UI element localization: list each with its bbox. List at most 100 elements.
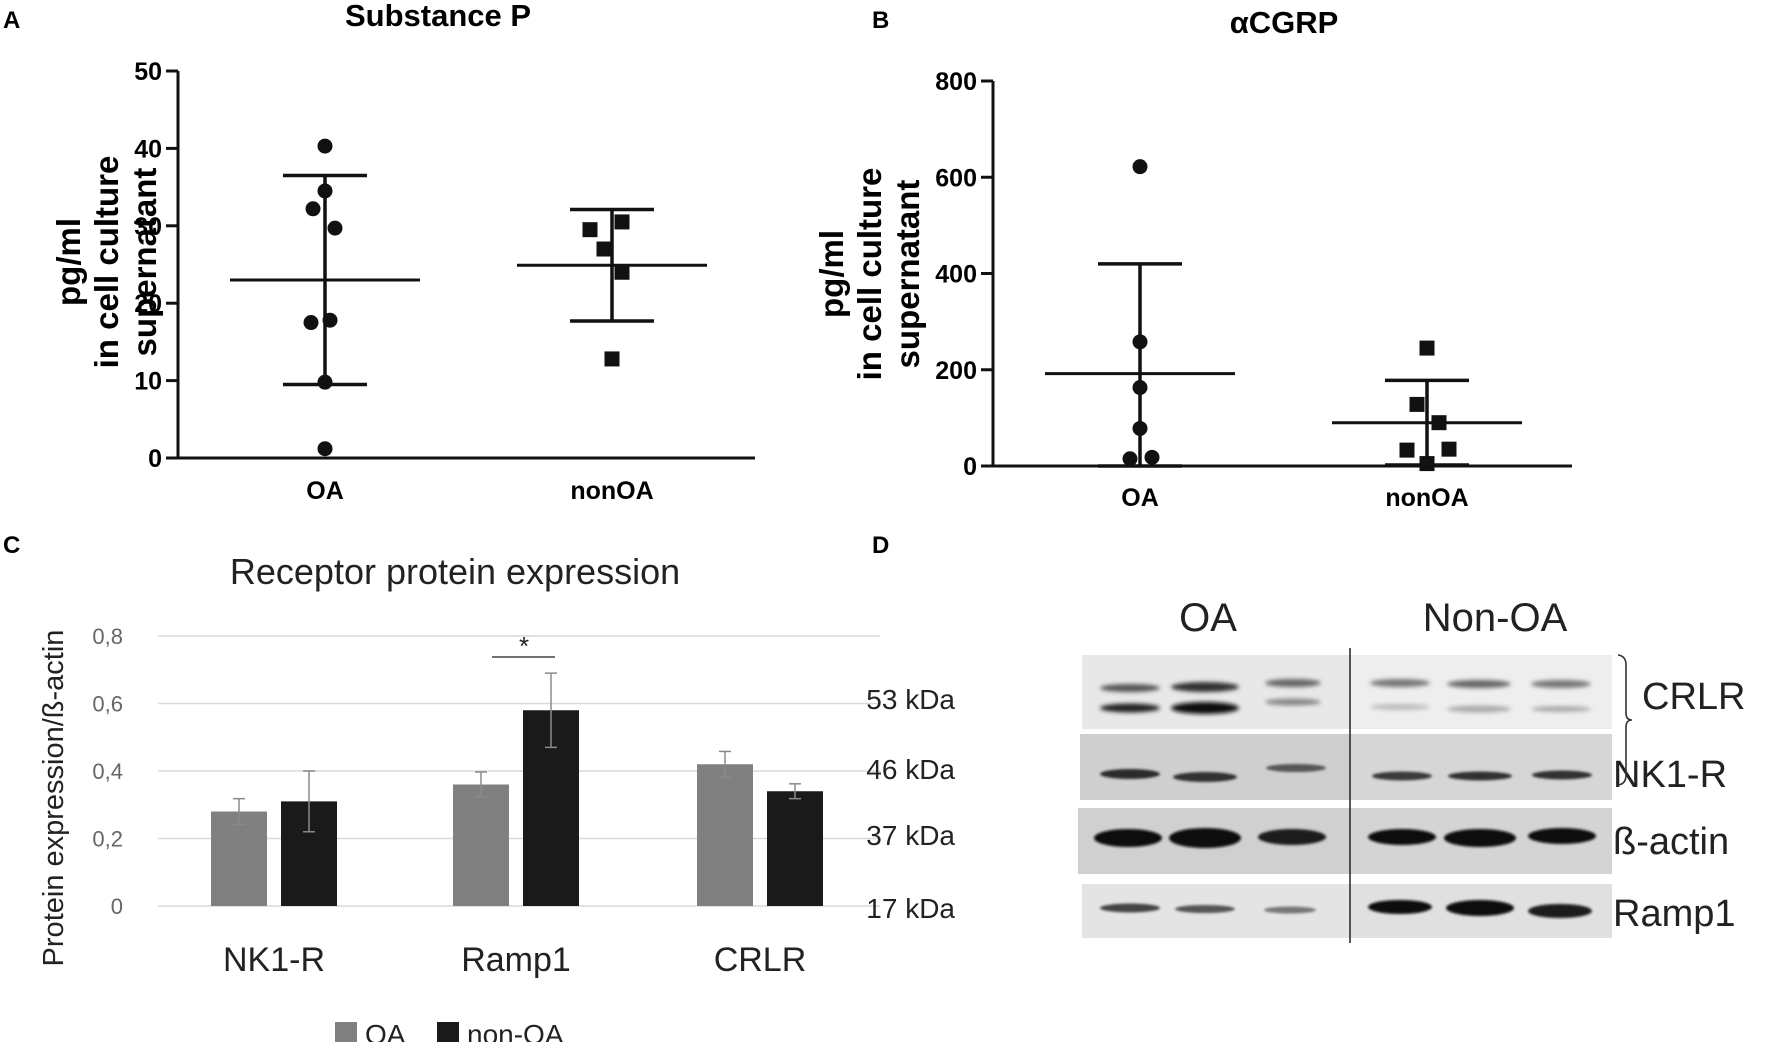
data-point — [1144, 449, 1160, 465]
panel-label-a: A — [3, 7, 20, 34]
y-label-line-2: in cell culture — [851, 168, 888, 381]
panel-d-western-blot: OA Non-OA 53 kDa 46 kDa 37 kDa 17 kDa CR… — [866, 596, 1745, 943]
category-label: NK1-R — [223, 941, 325, 979]
y-label-line-2: in cell culture — [88, 156, 125, 369]
data-point — [327, 220, 343, 236]
y-axis-label: Protein expression/ß-actin — [38, 630, 70, 967]
data-point — [1419, 456, 1435, 472]
y-axis-label: pg/ml in cell culture supernatant — [813, 168, 926, 381]
data-point — [317, 138, 333, 154]
blot-kda-label: 17 kDa — [866, 893, 955, 924]
panel-label-b: B — [872, 7, 889, 34]
panel-label-d: D — [872, 532, 889, 559]
significance-star: * — [519, 631, 529, 661]
data-point — [582, 222, 598, 238]
blot-kda-label: 37 kDa — [866, 820, 955, 851]
x-label-nonoa: nonOA — [570, 477, 653, 505]
panel-a-substance-p-chart: Substance P pg/ml in cell culture supern… — [50, 0, 755, 505]
crlr-bracket — [1617, 654, 1633, 786]
panel-b-acgrp-chart: αCGRP pg/ml in cell culture supernatant … — [813, 5, 1572, 512]
y-label-line-3: supernatant — [889, 180, 926, 369]
y-tick-label: 10 — [134, 368, 162, 396]
data-point — [1419, 340, 1435, 356]
y-tick-label: 30 — [134, 213, 162, 241]
data-point — [604, 351, 620, 367]
blot-protein-label: ß-actin — [1613, 821, 1729, 863]
panel-label-c: C — [3, 532, 20, 559]
y-label-line-1: pg/ml — [50, 218, 87, 306]
y-tick-label: 0,6 — [92, 692, 123, 717]
blot-group-label-oa: OA — [1179, 596, 1237, 640]
legend-swatch-oa — [335, 1022, 357, 1042]
legend-label-oa: OA — [365, 1019, 406, 1042]
data-point — [1132, 159, 1148, 175]
data-point — [317, 374, 333, 390]
y-tick-label: 40 — [134, 135, 162, 163]
data-point — [317, 183, 333, 199]
data-point — [1431, 415, 1447, 431]
y-ticks: 0 200 400 600 800 — [935, 68, 993, 481]
category-label: Ramp1 — [461, 941, 571, 979]
y-ticks: 0 10 20 30 40 50 — [134, 58, 178, 473]
category-labels: NK1-R Ramp1 CRLR — [223, 941, 806, 979]
data-point — [1409, 396, 1425, 412]
data-point — [1132, 420, 1148, 436]
x-label-oa: OA — [306, 477, 344, 505]
data-point — [1399, 442, 1415, 458]
blot-strip-nk1r — [1080, 734, 1612, 800]
error-bar-nonoa — [1332, 378, 1522, 467]
gridlines-and-ticks: 0 0,2 0,4 0,6 0,8 — [92, 624, 880, 919]
data-point — [317, 441, 333, 457]
error-bar-nonoa — [517, 207, 707, 323]
legend-swatch-non-oa — [437, 1022, 459, 1042]
chart-title: Receptor protein expression — [230, 551, 680, 592]
panel-c-receptor-bar-chart: Receptor protein expression Protein expr… — [38, 551, 880, 1042]
y-tick-label: 50 — [134, 58, 162, 86]
x-label-oa: OA — [1121, 484, 1159, 512]
legend-label-non-oa: non-OA — [467, 1019, 564, 1042]
data-point — [305, 201, 321, 217]
data-marks — [230, 138, 707, 457]
y-tick-label: 400 — [935, 261, 977, 289]
blot-kda-label: 46 kDa — [866, 754, 955, 785]
y-tick-label: 20 — [134, 290, 162, 318]
y-label-line-3: supernatant — [126, 168, 163, 357]
error-bar-oa — [230, 173, 420, 387]
data-point — [1132, 334, 1148, 350]
blot-group-label-non-oa: Non-OA — [1423, 596, 1568, 640]
y-tick-label: 800 — [935, 68, 977, 96]
y-tick-label: 0 — [148, 445, 162, 473]
blot-strip-crlr — [1082, 655, 1612, 729]
data-point — [1441, 441, 1457, 457]
blot-protein-label: Ramp1 — [1613, 893, 1736, 935]
category-label: CRLR — [714, 941, 807, 979]
data-marks — [1045, 159, 1522, 472]
y-axis-label: pg/ml in cell culture supernatant — [50, 156, 163, 369]
bar-non-oa-crlr — [767, 791, 823, 906]
data-point — [596, 241, 612, 257]
bar-oa-ramp1 — [453, 784, 509, 906]
data-point — [614, 214, 630, 230]
y-tick-label: 0 — [963, 453, 977, 481]
bar-oa-crlr — [697, 764, 753, 906]
chart-title: αCGRP — [1230, 5, 1339, 40]
blot-kda-label: 53 kDa — [866, 684, 955, 715]
data-point — [1132, 380, 1148, 396]
data-point — [614, 264, 630, 280]
chart-title: Substance P — [345, 0, 531, 33]
blot-strip-ramp1 — [1082, 884, 1612, 938]
y-tick-label: 0,2 — [92, 827, 123, 852]
y-tick-label: 0 — [111, 894, 123, 919]
y-tick-label: 200 — [935, 357, 977, 385]
y-tick-label: 600 — [935, 164, 977, 192]
data-point — [1122, 451, 1138, 467]
y-tick-label: 0,8 — [92, 624, 123, 649]
bars — [211, 672, 823, 906]
data-point — [322, 312, 338, 328]
legend: OA non-OA — [335, 1019, 564, 1042]
y-tick-label: 0,4 — [92, 759, 123, 784]
blot-strip-b-actin — [1078, 808, 1612, 874]
blot-protein-label: CRLR — [1642, 676, 1745, 718]
y-label-line-1: pg/ml — [813, 230, 850, 318]
